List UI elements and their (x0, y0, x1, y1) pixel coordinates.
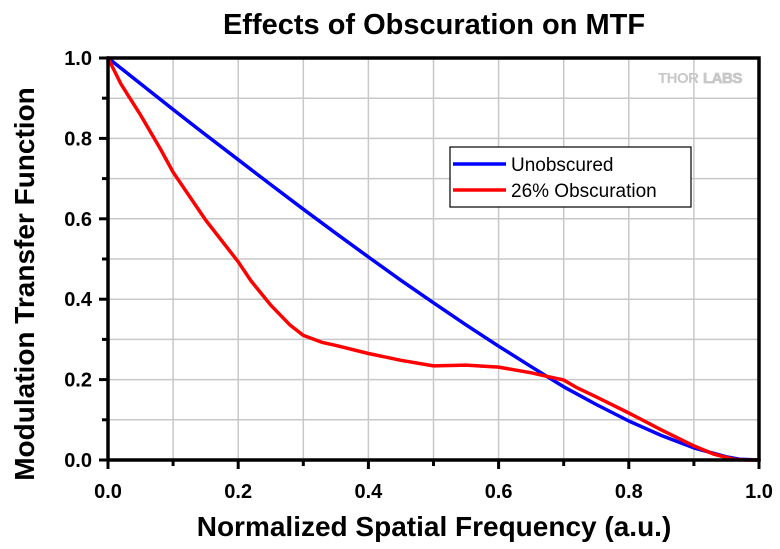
logo-labs: LABS (703, 70, 742, 87)
axis-ticks (99, 56, 761, 469)
chart-title: Effects of Obscuration on MTF (223, 9, 645, 41)
x-axis-label: Normalized Spatial Frequency (a.u.) (197, 511, 672, 542)
x-tick-label: 0.8 (615, 481, 643, 503)
x-tick-label: 0.0 (94, 481, 122, 503)
y-axis-label: Modulation Transfer Function (9, 87, 40, 481)
legend: Unobscured 26% Obscuration (449, 146, 692, 208)
legend-label-unobscured: Unobscured (511, 155, 613, 176)
x-tick-labels: 0.0 0.2 0.4 0.6 0.8 1.0 (94, 481, 773, 503)
series-line-unobscured (106, 56, 761, 462)
grid-lines (108, 58, 759, 460)
logo-thor: THOR (658, 70, 699, 87)
x-tick-label: 0.2 (224, 481, 252, 503)
watermark-logo: THOR LABS (658, 70, 743, 88)
x-tick-label: 1.0 (745, 481, 773, 503)
legend-box (449, 146, 692, 208)
y-tick-label: 0.6 (64, 209, 92, 231)
x-tick-label: 0.4 (354, 481, 383, 503)
y-tick-label: 0.4 (64, 289, 93, 311)
y-tick-label: 0.0 (64, 450, 92, 472)
series-line-26-obscuration (106, 56, 761, 462)
y-tick-label: 0.2 (64, 370, 92, 392)
series-lines (106, 56, 761, 462)
y-tick-labels: 0.0 0.2 0.4 0.6 0.8 1.0 (64, 48, 93, 472)
legend-label-obscuration: 26% Obscuration (511, 181, 657, 202)
y-tick-label: 0.8 (64, 128, 92, 150)
x-tick-label: 0.6 (485, 481, 513, 503)
y-tick-label: 1.0 (64, 48, 92, 70)
